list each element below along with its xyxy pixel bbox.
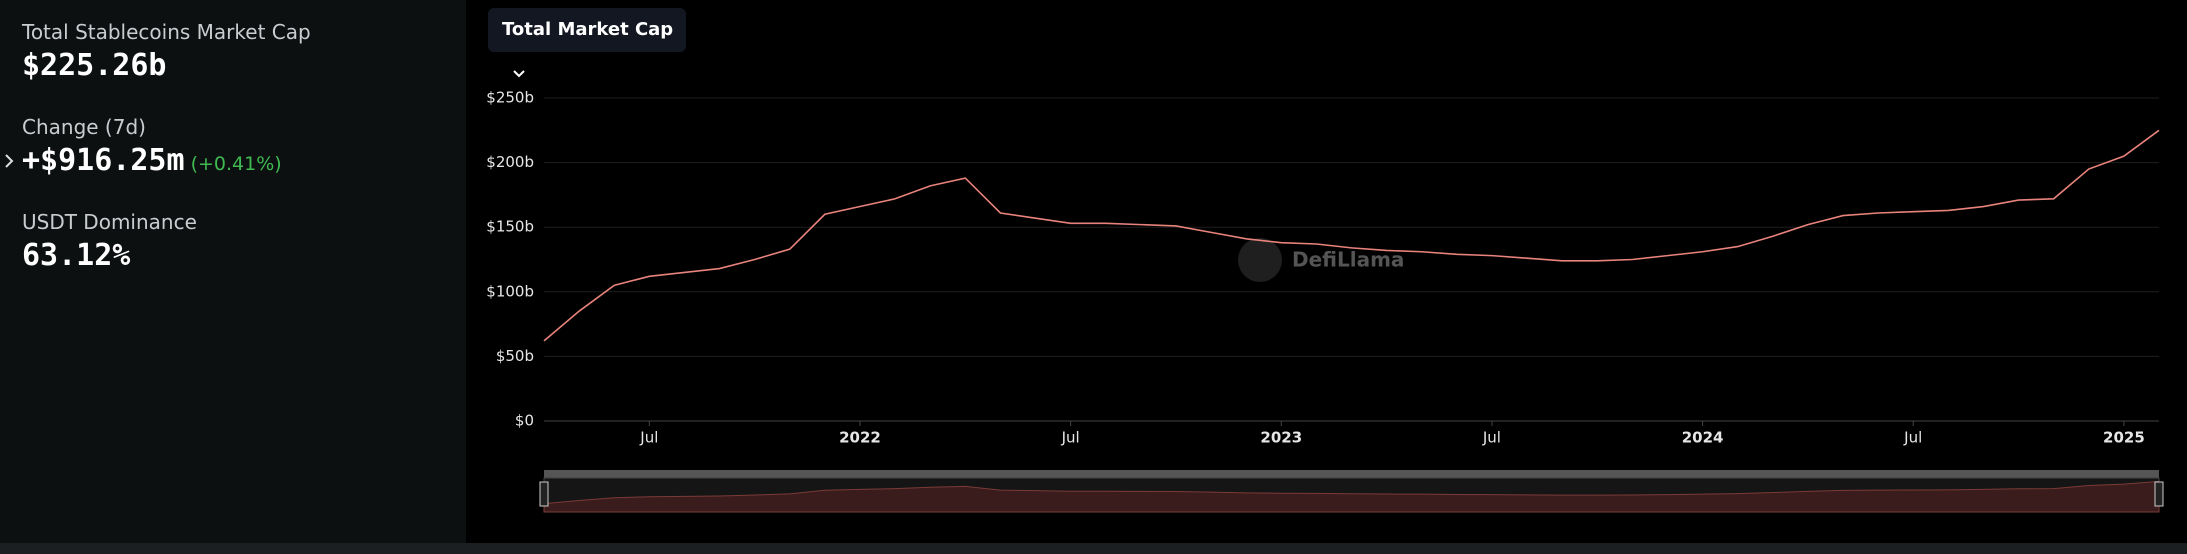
x-tick-label: Jul: [1482, 429, 1501, 447]
y-tick-label: $100b: [486, 282, 534, 300]
stat-value-row[interactable]: +$916.25m (+0.41%): [22, 143, 282, 178]
stat-value: +$916.25m: [22, 143, 185, 178]
stat-value: $225.26b: [22, 48, 167, 83]
y-tick-label: $250b: [486, 89, 534, 107]
x-tick-label: 2025: [2103, 429, 2145, 447]
brush-area: [543, 480, 2160, 513]
watermark: [1238, 238, 1282, 282]
x-tick-label: Jul: [1061, 429, 1080, 447]
selector-button[interactable]: Total Market Cap: [488, 8, 686, 78]
chevron: [513, 70, 525, 78]
y-tick-label: $50b: [496, 347, 534, 365]
watermark-text: DefiLlama: [1292, 248, 1404, 272]
stat-label: Change (7d): [22, 115, 146, 139]
brush-handle[interactable]: [2154, 481, 2164, 507]
stat-value: 63.12%: [22, 238, 131, 273]
stat-label: Total Stablecoins Market Cap: [22, 20, 311, 44]
stat-change: (+0.41%): [190, 153, 282, 175]
x-tick-label: Jul: [1903, 429, 1922, 447]
brush-handle[interactable]: [539, 481, 549, 507]
x-tick-label: Jul: [639, 429, 658, 447]
stat-label: USDT Dominance: [22, 210, 197, 234]
x-tick-label: 2024: [1682, 429, 1724, 447]
y-tick-label: $0: [515, 412, 534, 430]
stats-panel: Total Stablecoins Market Cap $225.26b Ch…: [0, 0, 466, 543]
brush-track: [544, 470, 2159, 478]
selector-label: Total Market Cap: [502, 19, 674, 40]
x-tick-label: 2022: [839, 429, 881, 447]
line: [543, 129, 2160, 342]
bottom-bar: [0, 543, 2187, 554]
y-tick-label: $200b: [486, 153, 534, 171]
y-tick-label: $150b: [486, 218, 534, 236]
x-tick-label: 2023: [1260, 429, 1302, 447]
expand-icon[interactable]: [3, 152, 15, 170]
chart: DefiLlama $0 $50b $100b $150b $200b $250b Jul 2…: [486, 89, 2164, 513]
